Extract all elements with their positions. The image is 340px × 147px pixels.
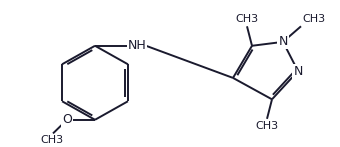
Text: CH3: CH3 [255,121,278,131]
Text: CH3: CH3 [235,14,258,24]
Text: CH3: CH3 [302,14,325,24]
Text: CH3: CH3 [40,135,64,145]
Text: N: N [293,65,303,78]
Text: NH: NH [128,39,147,52]
Text: N: N [278,35,288,48]
Text: O: O [62,113,72,126]
